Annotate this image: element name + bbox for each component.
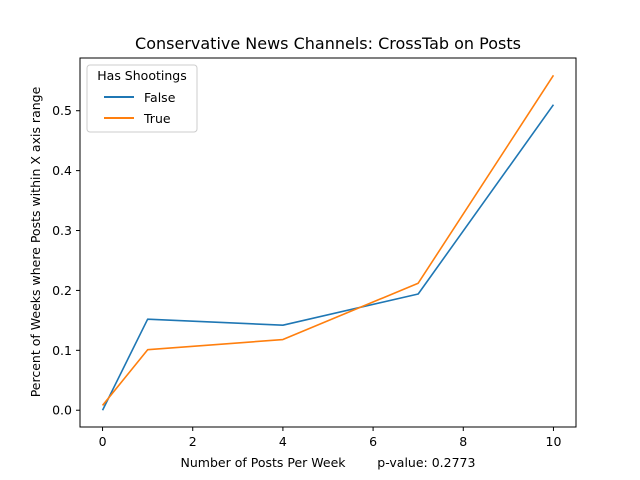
- x-tick-label: 0: [99, 434, 107, 449]
- y-tick-label: 0.4: [52, 163, 72, 178]
- plot-frame: [79, 57, 577, 428]
- y-axis-ticks: 0.0 0.1 0.2 0.3 0.4 0.5: [52, 103, 80, 418]
- x-axis-label: Number of Posts Per Week p-value: 0.2773: [181, 455, 476, 470]
- y-tick-label: 0.0: [52, 403, 72, 418]
- x-tick-label: 8: [459, 434, 467, 449]
- y-tick-label: 0.5: [52, 103, 72, 118]
- chart-title: Conservative News Channels: CrossTab on …: [135, 34, 521, 53]
- y-tick-label: 0.2: [52, 283, 72, 298]
- legend-box: [86, 64, 198, 133]
- x-tick-label: 6: [369, 434, 377, 449]
- legend-label-false: False: [144, 90, 176, 105]
- legend-title: Has Shootings: [97, 68, 186, 83]
- series-layer: [101, 74, 555, 411]
- y-tick-label: 0.1: [52, 343, 72, 358]
- series-line-true: [101, 74, 555, 406]
- y-tick-label: 0.3: [52, 223, 72, 238]
- y-axis-label: Percent of Weeks where Posts within X ax…: [28, 86, 43, 397]
- x-axis-ticks: 0 2 4 6 8 10: [99, 427, 562, 449]
- series-line-false: [101, 104, 555, 411]
- x-tick-label: 10: [546, 434, 562, 449]
- legend-label-true: True: [143, 111, 171, 126]
- x-tick-label: 4: [279, 434, 287, 449]
- x-tick-label: 2: [189, 434, 197, 449]
- legend: Has Shootings False True: [86, 64, 198, 133]
